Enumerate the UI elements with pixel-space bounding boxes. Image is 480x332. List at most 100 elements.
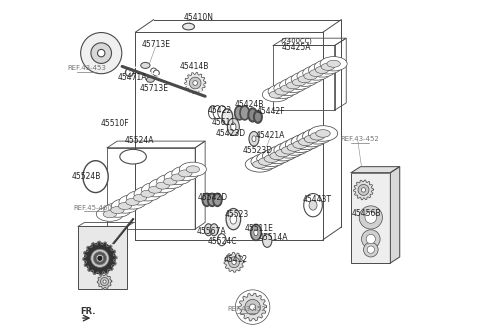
Text: (2400CC): (2400CC) [280, 37, 312, 44]
Text: REF.45-460: REF.45-460 [74, 205, 113, 210]
Ellipse shape [210, 224, 218, 236]
Ellipse shape [120, 149, 146, 164]
Ellipse shape [268, 145, 298, 161]
Ellipse shape [309, 63, 336, 77]
Ellipse shape [146, 77, 155, 82]
Polygon shape [184, 72, 206, 94]
Ellipse shape [213, 106, 222, 119]
Ellipse shape [263, 148, 292, 164]
Ellipse shape [208, 194, 216, 206]
Ellipse shape [245, 299, 260, 315]
Ellipse shape [293, 141, 307, 148]
Ellipse shape [252, 136, 256, 142]
Ellipse shape [280, 78, 307, 93]
Ellipse shape [84, 242, 116, 274]
Ellipse shape [156, 174, 184, 189]
Text: 45542D: 45542D [198, 193, 228, 203]
Ellipse shape [141, 62, 150, 68]
Ellipse shape [148, 186, 162, 193]
Text: REF.43-452: REF.43-452 [227, 306, 266, 312]
Ellipse shape [235, 106, 244, 120]
Ellipse shape [316, 130, 330, 137]
Ellipse shape [321, 63, 335, 70]
Ellipse shape [361, 188, 366, 192]
Ellipse shape [291, 72, 318, 86]
Ellipse shape [81, 33, 122, 74]
Ellipse shape [297, 131, 326, 147]
Ellipse shape [240, 106, 249, 120]
Ellipse shape [232, 260, 236, 265]
Ellipse shape [96, 255, 104, 262]
Text: 45442F: 45442F [256, 107, 285, 116]
Ellipse shape [203, 194, 211, 206]
Ellipse shape [111, 207, 124, 213]
Ellipse shape [310, 132, 324, 140]
Ellipse shape [274, 142, 303, 158]
Ellipse shape [251, 224, 261, 240]
Bar [351, 173, 390, 263]
Polygon shape [239, 293, 266, 321]
Ellipse shape [91, 43, 111, 63]
Ellipse shape [291, 134, 321, 150]
Ellipse shape [276, 149, 290, 157]
Text: 45423D: 45423D [216, 129, 246, 138]
Ellipse shape [171, 174, 184, 181]
Ellipse shape [286, 137, 315, 152]
Ellipse shape [359, 206, 383, 229]
Ellipse shape [141, 190, 154, 197]
Ellipse shape [363, 242, 378, 257]
Ellipse shape [104, 203, 131, 217]
Text: 45410N: 45410N [183, 13, 214, 23]
Text: REF.43-453: REF.43-453 [67, 65, 106, 71]
Ellipse shape [280, 140, 309, 155]
Ellipse shape [258, 158, 273, 165]
Ellipse shape [231, 123, 236, 131]
Ellipse shape [314, 60, 341, 74]
Ellipse shape [83, 161, 108, 193]
Ellipse shape [298, 76, 312, 83]
Ellipse shape [153, 70, 159, 76]
Ellipse shape [358, 184, 369, 195]
Ellipse shape [217, 234, 226, 246]
Ellipse shape [118, 203, 132, 209]
Text: 45713E: 45713E [142, 40, 171, 49]
Ellipse shape [251, 154, 280, 169]
Ellipse shape [127, 191, 154, 205]
Text: 45523D: 45523D [243, 145, 273, 155]
Text: 45524C: 45524C [208, 237, 238, 246]
Ellipse shape [103, 280, 106, 283]
Ellipse shape [270, 152, 284, 160]
Ellipse shape [366, 234, 375, 244]
Ellipse shape [248, 108, 257, 122]
Ellipse shape [222, 109, 233, 125]
Ellipse shape [156, 182, 169, 189]
Ellipse shape [286, 75, 312, 89]
Polygon shape [224, 252, 244, 272]
Ellipse shape [303, 66, 330, 80]
Ellipse shape [268, 84, 295, 99]
Text: 45412: 45412 [224, 255, 248, 264]
Ellipse shape [250, 304, 256, 310]
Text: 45422: 45422 [207, 106, 231, 115]
Ellipse shape [100, 278, 108, 286]
Ellipse shape [230, 214, 237, 224]
Text: 45524A: 45524A [124, 135, 154, 145]
Ellipse shape [275, 88, 288, 95]
Bar [78, 226, 127, 289]
Ellipse shape [245, 157, 275, 172]
Ellipse shape [180, 162, 206, 177]
Ellipse shape [308, 126, 337, 141]
Ellipse shape [262, 87, 289, 102]
Ellipse shape [297, 69, 324, 83]
Text: 45443T: 45443T [302, 195, 332, 205]
Ellipse shape [249, 131, 259, 146]
Text: 45713E: 45713E [140, 84, 169, 94]
Text: 45523: 45523 [225, 210, 249, 219]
Ellipse shape [287, 144, 301, 151]
Ellipse shape [172, 166, 199, 181]
Polygon shape [97, 274, 112, 289]
Ellipse shape [274, 81, 301, 96]
Ellipse shape [367, 246, 374, 253]
Ellipse shape [134, 187, 161, 201]
Ellipse shape [182, 23, 194, 30]
